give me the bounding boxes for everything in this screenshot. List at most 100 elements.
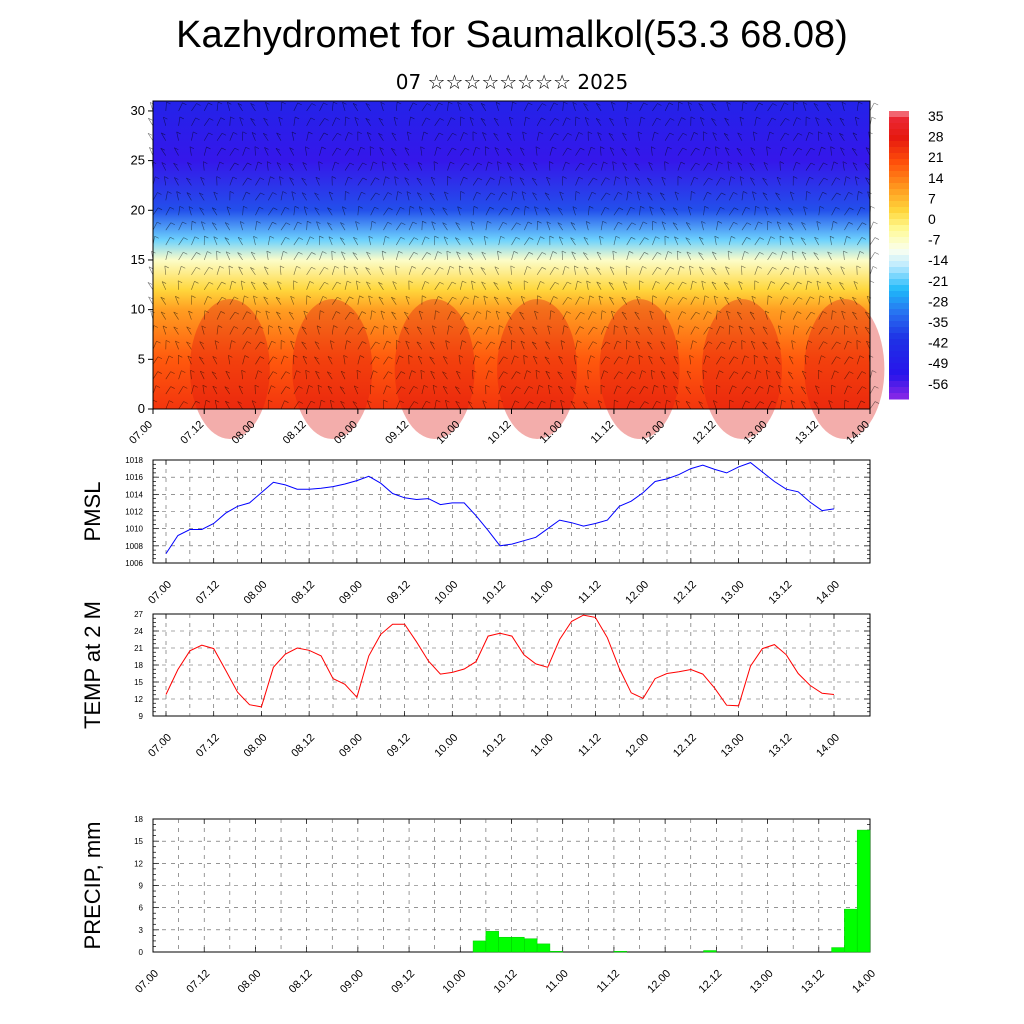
wind-barb-flag	[358, 206, 363, 209]
wind-barb-flag	[601, 310, 607, 313]
wind-barb-flag	[852, 132, 858, 136]
wind-barb	[408, 266, 413, 275]
wind-barb-flag	[848, 192, 853, 195]
wind-barb-flag	[519, 162, 524, 166]
wind-barb-flag	[259, 356, 265, 359]
wind-barb	[866, 341, 871, 350]
wind-barb-flag	[447, 176, 452, 179]
wind-barb-flag	[278, 325, 283, 329]
wind-barb	[498, 176, 501, 186]
wind-barb	[455, 237, 461, 246]
wind-barb-flag	[724, 117, 729, 121]
x-tick-label: 07.00	[133, 968, 161, 996]
wind-barb	[280, 207, 286, 216]
wind-barb-flag	[335, 311, 341, 314]
colorbar-swatch	[889, 153, 909, 160]
wind-barb	[844, 399, 846, 410]
wind-barb-flag	[265, 102, 270, 105]
wind-barb	[701, 280, 704, 290]
wind-barb	[293, 370, 297, 380]
wind-barb-flag	[321, 399, 326, 403]
wind-barb	[225, 401, 231, 410]
wind-barb-flag	[528, 386, 534, 389]
wind-barb	[404, 177, 410, 186]
wind-barb	[724, 296, 730, 305]
wind-barb	[792, 311, 798, 320]
precip-bar	[511, 936, 525, 953]
wind-barb-flag	[856, 340, 862, 343]
wind-barb-flag	[161, 132, 166, 136]
y-tick-label: 1010	[125, 525, 143, 534]
wind-barb-flag	[792, 250, 797, 254]
wind-barb	[418, 206, 423, 216]
wind-barb	[635, 147, 640, 156]
wind-barb	[229, 116, 231, 126]
wind-barb	[213, 236, 218, 246]
wind-barb-flag	[839, 133, 844, 136]
wind-barb-flag	[865, 311, 870, 315]
wind-barb-flag	[515, 237, 521, 240]
wind-barb	[624, 176, 628, 186]
wind-barb-flag	[688, 206, 693, 209]
wind-barb	[672, 207, 679, 216]
wind-barb	[456, 370, 461, 380]
wind-barb-flag	[585, 117, 590, 120]
wind-barb	[802, 102, 807, 112]
wind-barb-flag	[195, 400, 201, 404]
wind-barb-flag	[348, 132, 353, 135]
wind-barb	[791, 340, 794, 350]
wind-barb	[853, 325, 858, 335]
wind-barb-flag	[861, 371, 866, 374]
wind-barb	[843, 250, 845, 261]
wind-barb-flag	[676, 340, 681, 343]
wind-barb-flag	[643, 386, 649, 389]
wind-barb-flag	[310, 117, 315, 121]
x-tick-label: 09.12	[385, 579, 413, 607]
wind-barb-flag	[802, 370, 807, 374]
wind-barb	[229, 296, 235, 305]
wind-barb-flag	[578, 132, 583, 135]
wind-barb	[442, 371, 448, 380]
wind-barb	[485, 326, 490, 335]
wind-barb	[536, 267, 543, 276]
wind-barb-flag	[298, 386, 303, 389]
wind-barb-flag	[699, 266, 704, 270]
wind-barb-flag	[218, 325, 223, 328]
wind-barb	[432, 325, 435, 335]
wind-barb-flag	[586, 280, 591, 284]
wind-barb	[519, 147, 525, 156]
wind-barb-flag	[852, 162, 858, 165]
wind-barb-flag	[851, 147, 857, 151]
wind-barb-flag	[535, 146, 541, 149]
wind-barb-flag	[214, 340, 220, 343]
wind-barb-flag	[739, 116, 745, 120]
wind-barb-flag	[277, 281, 282, 284]
wind-barb	[805, 162, 812, 171]
wind-barb	[801, 222, 807, 231]
wind-barb-flag	[621, 296, 626, 300]
wind-barb-flag	[220, 117, 225, 120]
wind-barb-flag	[320, 310, 325, 313]
wind-barb	[421, 103, 428, 112]
wind-barb	[216, 266, 220, 275]
wind-barb-flag	[734, 207, 739, 211]
wind-barb-flag	[665, 310, 671, 313]
wind-barb	[468, 266, 474, 276]
wind-barb	[280, 251, 284, 261]
wind-barb-flag	[790, 191, 795, 195]
wind-barb	[329, 400, 333, 410]
wind-barb-flag	[322, 296, 328, 299]
wind-barb-flag	[600, 146, 605, 149]
wind-barb-flag	[687, 102, 693, 105]
wind-barb	[814, 266, 820, 276]
wind-barb	[588, 192, 593, 201]
wind-barb-flag	[567, 296, 572, 300]
wind-barb	[677, 325, 680, 335]
wind-barb	[280, 101, 283, 111]
wind-barb	[306, 267, 312, 276]
wind-barb	[242, 355, 246, 365]
wind-barb-flag	[575, 116, 580, 120]
wind-barb	[532, 326, 538, 335]
wind-barb	[535, 146, 538, 156]
wind-barb	[830, 146, 832, 156]
